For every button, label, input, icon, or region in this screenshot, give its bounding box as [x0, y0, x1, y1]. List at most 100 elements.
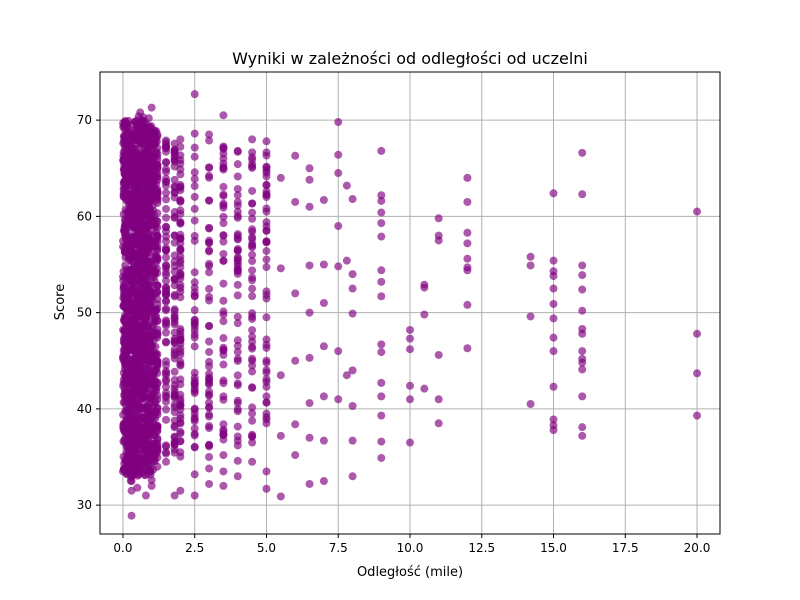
data-point — [170, 318, 179, 327]
data-point — [153, 462, 162, 471]
x-axis-ticks: 0.0 2.5 5.0 7.5 10.0 12.5 15.0 17.5 20.0 — [113, 534, 710, 555]
data-point — [141, 491, 150, 500]
data-point — [219, 430, 228, 439]
data-point — [176, 182, 185, 191]
data-point — [153, 404, 162, 413]
data-point — [334, 262, 343, 271]
data-point — [377, 146, 386, 155]
data-point — [248, 292, 257, 301]
x-tick-label: 10.0 — [397, 541, 424, 555]
data-point — [219, 164, 228, 173]
data-point — [248, 457, 257, 466]
data-point — [190, 491, 199, 500]
data-point — [693, 207, 702, 216]
data-point — [420, 283, 429, 292]
data-point — [406, 325, 414, 334]
data-point — [162, 321, 171, 330]
data-point — [248, 383, 257, 392]
data-point — [348, 309, 357, 318]
data-point — [162, 138, 171, 147]
data-point — [219, 467, 228, 476]
data-point — [248, 367, 257, 376]
y-tick-label: 50 — [77, 306, 92, 320]
data-point — [205, 196, 214, 205]
data-point — [248, 186, 257, 195]
data-point — [219, 212, 228, 221]
data-point — [305, 261, 314, 270]
data-point — [305, 175, 314, 184]
data-point — [248, 257, 257, 266]
data-point — [121, 130, 130, 139]
data-point — [319, 436, 328, 445]
data-point — [162, 328, 171, 337]
data-point — [176, 395, 185, 404]
data-point — [305, 202, 314, 211]
data-point — [190, 368, 199, 377]
data-point — [219, 360, 228, 369]
data-point — [147, 476, 156, 485]
data-point — [248, 214, 257, 223]
data-point — [248, 199, 257, 208]
data-point — [133, 483, 142, 492]
data-point — [162, 204, 171, 213]
data-point — [162, 375, 171, 384]
data-point — [262, 358, 271, 367]
data-point — [176, 287, 185, 296]
data-point — [162, 449, 171, 458]
data-point — [162, 253, 171, 262]
x-tick-label: 17.5 — [612, 541, 639, 555]
data-point — [377, 208, 386, 217]
y-tick-label: 70 — [77, 113, 92, 127]
data-point — [549, 415, 558, 424]
data-point — [147, 103, 156, 112]
data-point — [190, 174, 199, 183]
data-point — [262, 172, 271, 181]
data-point — [205, 412, 214, 421]
data-point — [162, 227, 171, 236]
data-point — [248, 409, 257, 418]
data-point — [176, 340, 185, 349]
y-tick-label: 30 — [77, 498, 92, 512]
data-point — [176, 197, 185, 206]
data-point — [170, 213, 179, 222]
data-point — [291, 289, 300, 298]
data-point — [463, 197, 472, 206]
data-point — [176, 206, 185, 215]
data-point — [162, 397, 171, 406]
data-point — [262, 180, 271, 189]
data-point — [219, 346, 228, 355]
data-point — [526, 312, 535, 321]
data-point — [205, 440, 214, 449]
data-point — [262, 287, 271, 296]
data-point — [578, 392, 587, 401]
x-tick-label: 15.0 — [540, 541, 567, 555]
data-point — [342, 256, 351, 265]
y-axis-ticks: 30 40 50 60 70 — [77, 113, 100, 512]
data-point — [248, 284, 257, 293]
data-point — [348, 401, 357, 410]
data-point — [377, 277, 386, 286]
data-point — [219, 231, 228, 240]
data-point — [170, 311, 179, 320]
data-point — [319, 260, 328, 269]
data-point — [377, 292, 386, 301]
data-point — [127, 477, 136, 486]
data-point — [526, 252, 535, 261]
data-point — [162, 158, 171, 167]
data-point — [153, 395, 162, 404]
data-point — [190, 152, 199, 161]
data-point — [248, 403, 257, 412]
data-point — [233, 422, 242, 431]
data-point — [248, 250, 257, 259]
data-point — [578, 329, 587, 338]
y-tick-label: 60 — [77, 209, 92, 223]
data-point — [176, 333, 185, 342]
data-point — [248, 416, 257, 425]
data-point — [205, 236, 214, 245]
data-point — [205, 173, 214, 182]
data-point — [233, 191, 242, 200]
y-tick-label: 40 — [77, 402, 92, 416]
data-point — [153, 422, 162, 431]
data-point — [406, 395, 414, 404]
data-point — [262, 247, 271, 256]
